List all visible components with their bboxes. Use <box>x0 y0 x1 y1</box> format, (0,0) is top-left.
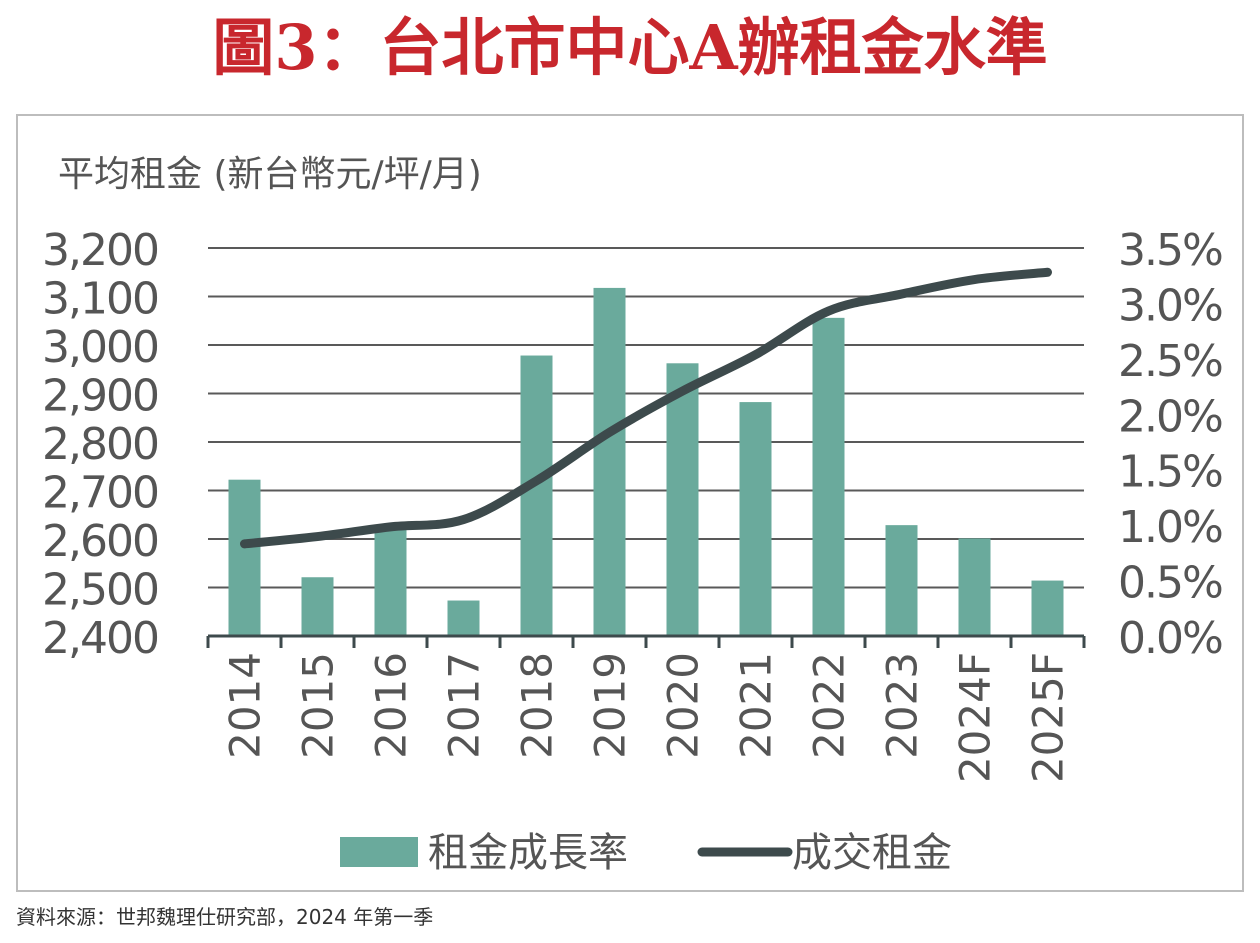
y-left-tick-label: 3,100 <box>42 274 158 325</box>
line-point <box>828 310 829 312</box>
line-point <box>1047 271 1048 273</box>
bar-series <box>228 287 1064 636</box>
legend-bar-swatch <box>340 837 418 867</box>
line-point <box>974 279 975 281</box>
y-left-tick-label: 2,900 <box>42 371 158 422</box>
x-tick-label: 2014 <box>221 652 270 759</box>
y-left-tick-label: 2,700 <box>42 468 158 519</box>
y-left-tick-label: 2,500 <box>42 565 158 616</box>
bar <box>520 355 553 636</box>
bar <box>374 525 407 636</box>
line-point <box>682 390 683 392</box>
line-point <box>755 354 756 356</box>
bar <box>885 525 918 636</box>
y-right-tick-label: 2.0% <box>1118 391 1222 442</box>
x-tick-label: 2024F <box>951 652 1000 783</box>
line-point <box>901 293 902 295</box>
legend-bar-label: 租金成長率 <box>428 830 628 876</box>
y-left-tick-label: 2,600 <box>42 516 158 567</box>
y-right-tick-label: 2.5% <box>1118 336 1222 387</box>
bar <box>1031 580 1064 636</box>
line-point <box>609 431 610 433</box>
bar <box>666 363 699 636</box>
y-right-tick-label: 1.0% <box>1118 502 1222 553</box>
y-left-tick-label: 3,200 <box>42 225 158 276</box>
x-tick-label: 2017 <box>440 652 489 759</box>
x-tick-label: 2025F <box>1024 652 1073 783</box>
line-point <box>463 519 464 521</box>
line-point <box>317 536 318 538</box>
bar <box>447 600 480 636</box>
y-left-tick-label: 2,800 <box>42 419 158 470</box>
gridlines <box>208 247 1084 589</box>
chart-title: 圖3：台北市中心A辦租金水準 <box>212 11 1048 84</box>
x-tick-label: 2022 <box>805 652 854 759</box>
y-right-tick-label: 3.5% <box>1118 225 1222 276</box>
y-right-tick-label: 0.0% <box>1118 613 1222 664</box>
bar <box>593 287 626 636</box>
y-right-tick-label: 1.5% <box>1118 447 1222 498</box>
axes: 3,2003,1003,0002,9002,8002,7002,6002,500… <box>42 225 1224 783</box>
line-series <box>240 267 1052 549</box>
legend: 租金成長率 成交租金 <box>340 830 952 876</box>
bar <box>301 577 334 636</box>
bar <box>228 479 261 636</box>
source-note: 資料來源：世邦魏理仕研究部，2024 年第一季 <box>16 905 434 929</box>
bar <box>812 317 845 636</box>
y-left-tick-label: 2,400 <box>42 613 158 664</box>
x-tick-label: 2020 <box>659 652 708 759</box>
y-left-tick-label: 3,000 <box>42 322 158 373</box>
x-tick-label: 2018 <box>513 652 562 759</box>
x-tick-label: 2021 <box>732 652 781 759</box>
y-right-tick-label: 3.0% <box>1118 280 1222 331</box>
bar <box>739 402 772 636</box>
y-right-tick-label: 0.5% <box>1118 558 1222 609</box>
x-tick-label: 2016 <box>367 652 416 759</box>
line-point <box>390 526 391 528</box>
x-tick-label: 2015 <box>294 652 343 759</box>
y-axis-label: 平均租金 (新台幣元/坪/月) <box>58 154 482 195</box>
chart-frame <box>16 114 1244 892</box>
x-tick-label: 2023 <box>878 652 927 759</box>
line-point <box>536 480 537 482</box>
chart-svg: 平均租金 (新台幣元/坪/月) 3,2003,1003,0002,9002,80… <box>42 154 1224 876</box>
rent-line <box>240 267 1052 549</box>
x-tick-label: 2019 <box>586 652 635 759</box>
legend-line-label: 成交租金 <box>792 830 952 876</box>
line-point <box>244 543 245 545</box>
bar <box>958 538 991 636</box>
